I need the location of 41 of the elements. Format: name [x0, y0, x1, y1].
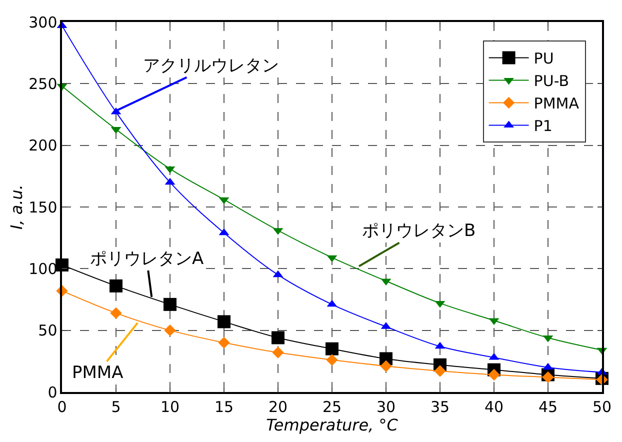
x-tick-label: 15 — [214, 398, 234, 416]
legend-label: P1 — [534, 117, 552, 136]
y-tick-label: 250 — [28, 74, 58, 93]
legend-label: PMMA — [534, 94, 580, 113]
x-tick-label: 40 — [484, 398, 504, 416]
y-tick-label: 200 — [28, 136, 58, 155]
point — [434, 365, 446, 377]
x-tick-label: 35 — [430, 398, 450, 416]
annotation: アクリルウレタン — [143, 56, 279, 76]
point — [164, 298, 176, 311]
point — [272, 346, 284, 358]
point — [272, 331, 284, 344]
x-tick-label: 10 — [160, 398, 180, 416]
point — [488, 368, 500, 381]
x-axis-title: Temperature, °C — [266, 416, 399, 435]
point — [218, 336, 230, 349]
x-tick-label: 50 — [592, 398, 612, 416]
point — [326, 354, 338, 366]
point — [218, 315, 230, 328]
point — [380, 360, 392, 372]
point — [164, 324, 176, 336]
legend-label: PU-B — [534, 72, 570, 90]
legend-label: PU — [534, 50, 554, 68]
x-tick-label: 45 — [538, 398, 558, 416]
annotation: PMMA — [72, 363, 124, 383]
y-axis-title: I, a.u. — [7, 184, 26, 230]
point — [542, 371, 554, 384]
y-tick-label: 300 — [28, 13, 58, 32]
point — [110, 307, 122, 319]
x-tick-label: 20 — [268, 398, 288, 416]
point — [110, 279, 122, 292]
annotation: ポリウレタンA — [90, 249, 204, 269]
y-tick-label: 50 — [38, 322, 58, 340]
y-tick-label: 150 — [28, 198, 58, 216]
x-tick-label: 25 — [322, 398, 342, 416]
point — [326, 342, 338, 356]
x-tick-label: 30 — [376, 398, 396, 416]
y-tick-label: 0 — [48, 383, 58, 402]
annotation: ポリウレタンB — [362, 221, 476, 241]
y-tick-label: 100 — [28, 260, 58, 278]
x-tick-label: 5 — [111, 398, 121, 416]
